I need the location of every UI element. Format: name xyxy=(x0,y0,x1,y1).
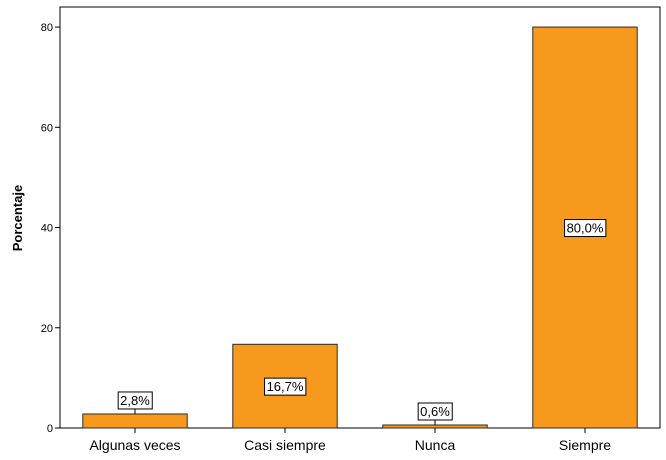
data-labels: 2,8% 16,7% 0,6% 80,0% xyxy=(117,219,607,425)
y-axis-label: Porcentaje xyxy=(10,185,25,251)
data-label: 2,8% xyxy=(117,391,153,414)
x-tick-label: Siempre xyxy=(559,437,611,453)
y-tick-label: 80 xyxy=(41,22,53,34)
bar xyxy=(82,413,188,429)
data-label-text: 2,8% xyxy=(120,393,150,408)
data-label: 16,7% xyxy=(264,377,307,396)
y-axis: 0 20 40 60 80 xyxy=(41,22,60,435)
data-label-box xyxy=(564,219,607,238)
y-tick-label: 20 xyxy=(41,323,53,335)
data-label-text: 16,7% xyxy=(267,379,304,394)
data-label: 0,6% xyxy=(417,402,453,425)
y-tick-label: 40 xyxy=(41,223,53,235)
y-tick-label: 0 xyxy=(47,423,53,435)
data-label-box xyxy=(264,377,307,396)
x-tick-label: Casi siempre xyxy=(244,437,326,453)
data-label-text: 80,0% xyxy=(567,221,604,236)
y-tick-label: 60 xyxy=(41,122,53,134)
data-label: 80,0% xyxy=(564,219,607,238)
bar xyxy=(382,424,488,429)
x-tick-label: Nunca xyxy=(415,437,456,453)
x-axis: Algunas veces Casi siempre Nunca Siempre xyxy=(89,428,611,453)
data-label-text: 0,6% xyxy=(420,404,450,419)
x-tick-label: Algunas veces xyxy=(89,437,180,453)
